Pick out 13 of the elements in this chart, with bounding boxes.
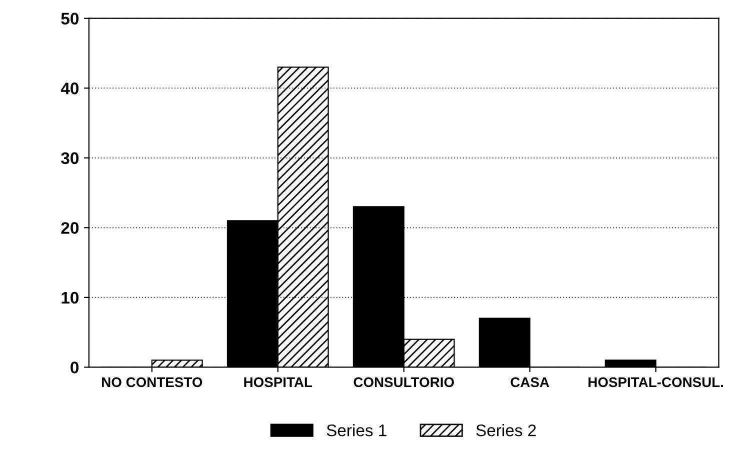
y-tick-label: 40 <box>60 82 79 94</box>
legend-label: Series 1 <box>326 424 386 436</box>
y-tick-label: 10 <box>62 292 79 304</box>
x-tick-label: HOSPITAL <box>244 377 312 388</box>
legend-label: Series 2 <box>476 424 536 436</box>
x-tick-label: CONSULTORIO <box>354 377 454 388</box>
x-tick-label: CASA <box>510 377 550 388</box>
y-tick-label: 0 <box>70 362 79 374</box>
y-tick-label: 50 <box>61 12 79 25</box>
y-tick-label: 30 <box>61 152 79 164</box>
y-tick-label: 20 <box>61 222 79 234</box>
x-tick-label: HOSPITAL-CONSUL. <box>588 377 723 388</box>
x-tick-label: NO CONTESTO <box>102 377 202 388</box>
